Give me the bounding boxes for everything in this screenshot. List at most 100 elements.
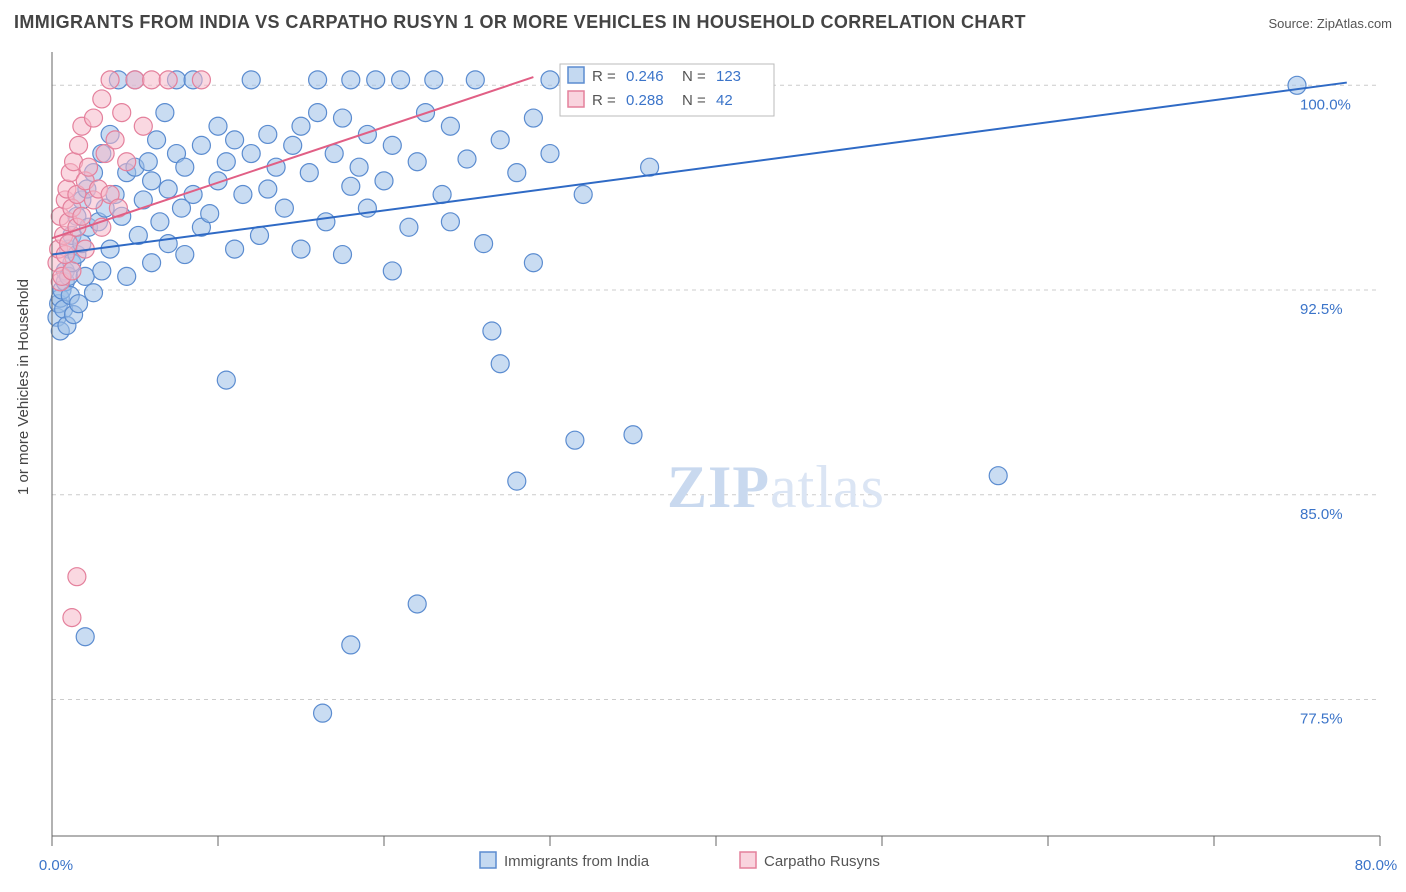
legend-r-label: R = — [592, 68, 616, 85]
data-point — [118, 267, 136, 285]
data-point — [284, 136, 302, 154]
data-point — [118, 153, 136, 171]
data-point — [159, 180, 177, 198]
legend-n-value: 42 — [716, 92, 733, 109]
legend-r-value: 0.246 — [626, 68, 664, 85]
data-point — [80, 158, 98, 176]
data-point — [143, 254, 161, 272]
data-point — [176, 246, 194, 264]
legend-n-label: N = — [682, 92, 706, 109]
data-point — [342, 71, 360, 89]
data-point — [624, 426, 642, 444]
data-point — [1288, 76, 1306, 94]
data-point — [106, 131, 124, 149]
data-point — [292, 240, 310, 258]
data-point — [70, 295, 88, 313]
source-label: Source: ZipAtlas.com — [1268, 16, 1392, 31]
data-point — [541, 71, 559, 89]
data-point — [192, 136, 210, 154]
data-point — [342, 636, 360, 654]
data-point — [85, 284, 103, 302]
y-tick-label: 77.5% — [1300, 711, 1343, 728]
data-point — [334, 109, 352, 127]
data-point — [491, 355, 509, 373]
y-tick-label: 100.0% — [1300, 96, 1351, 113]
data-point — [101, 240, 119, 258]
data-point — [113, 104, 131, 122]
data-point — [251, 226, 269, 244]
data-point — [176, 158, 194, 176]
data-point — [458, 150, 476, 168]
data-point — [383, 136, 401, 154]
data-point — [408, 153, 426, 171]
data-point — [63, 262, 81, 280]
data-point — [342, 177, 360, 195]
data-point — [392, 71, 410, 89]
data-point — [156, 104, 174, 122]
data-point — [367, 71, 385, 89]
data-point — [314, 704, 332, 722]
data-point — [309, 104, 327, 122]
scatter-chart: 77.5% 85.0% 92.5% 100.0% ZIPatlas 0.0% 80.0%… — [0, 46, 1406, 892]
y-axis-label: 1 or more Vehicles in Household — [15, 279, 32, 495]
x-tick-label: 80.0% — [1355, 857, 1398, 874]
x-tick-label: 0.0% — [39, 857, 73, 874]
data-point — [151, 213, 169, 231]
data-point — [989, 467, 1007, 485]
data-point — [68, 568, 86, 586]
legend-r-label: R = — [592, 92, 616, 109]
data-point — [317, 213, 335, 231]
legend-series-label: Carpatho Rusyns — [764, 853, 880, 870]
legend-r-value: 0.288 — [626, 92, 664, 109]
legend-swatch — [480, 852, 496, 868]
data-point — [226, 240, 244, 258]
y-tick-label: 92.5% — [1300, 301, 1343, 318]
data-point — [76, 628, 94, 646]
data-point — [93, 262, 111, 280]
data-point — [159, 71, 177, 89]
data-point — [408, 595, 426, 613]
data-point — [541, 145, 559, 163]
data-point — [334, 246, 352, 264]
data-point — [508, 472, 526, 490]
data-point — [226, 131, 244, 149]
data-point — [143, 71, 161, 89]
legend-swatch — [568, 67, 584, 83]
data-point — [217, 371, 235, 389]
data-point — [309, 71, 327, 89]
y-tick-label: 85.0% — [1300, 506, 1343, 523]
data-point — [566, 431, 584, 449]
data-point — [93, 90, 111, 108]
data-point — [259, 180, 277, 198]
data-point — [325, 145, 343, 163]
data-point — [234, 185, 252, 203]
data-point — [217, 153, 235, 171]
data-point — [425, 71, 443, 89]
data-point — [143, 172, 161, 190]
data-point — [441, 117, 459, 135]
data-point — [375, 172, 393, 190]
data-point — [483, 322, 501, 340]
data-point — [85, 109, 103, 127]
data-point — [508, 164, 526, 182]
data-point — [242, 145, 260, 163]
data-point — [275, 199, 293, 217]
legend-n-label: N = — [682, 68, 706, 85]
data-point — [574, 185, 592, 203]
data-point — [400, 218, 418, 236]
watermark: ZIPatlas — [667, 454, 885, 520]
data-point — [350, 158, 368, 176]
legend-swatch — [568, 91, 584, 107]
chart-title: IMMIGRANTS FROM INDIA VS CARPATHO RUSYN … — [14, 12, 1026, 33]
legend-n-value: 123 — [716, 68, 741, 85]
data-point — [441, 213, 459, 231]
data-point — [433, 185, 451, 203]
data-point — [209, 117, 227, 135]
data-point — [134, 117, 152, 135]
data-point — [73, 207, 91, 225]
data-point — [70, 136, 88, 154]
data-point — [192, 71, 210, 89]
data-point — [524, 109, 542, 127]
legend-series-label: Immigrants from India — [504, 853, 650, 870]
data-point — [259, 125, 277, 143]
